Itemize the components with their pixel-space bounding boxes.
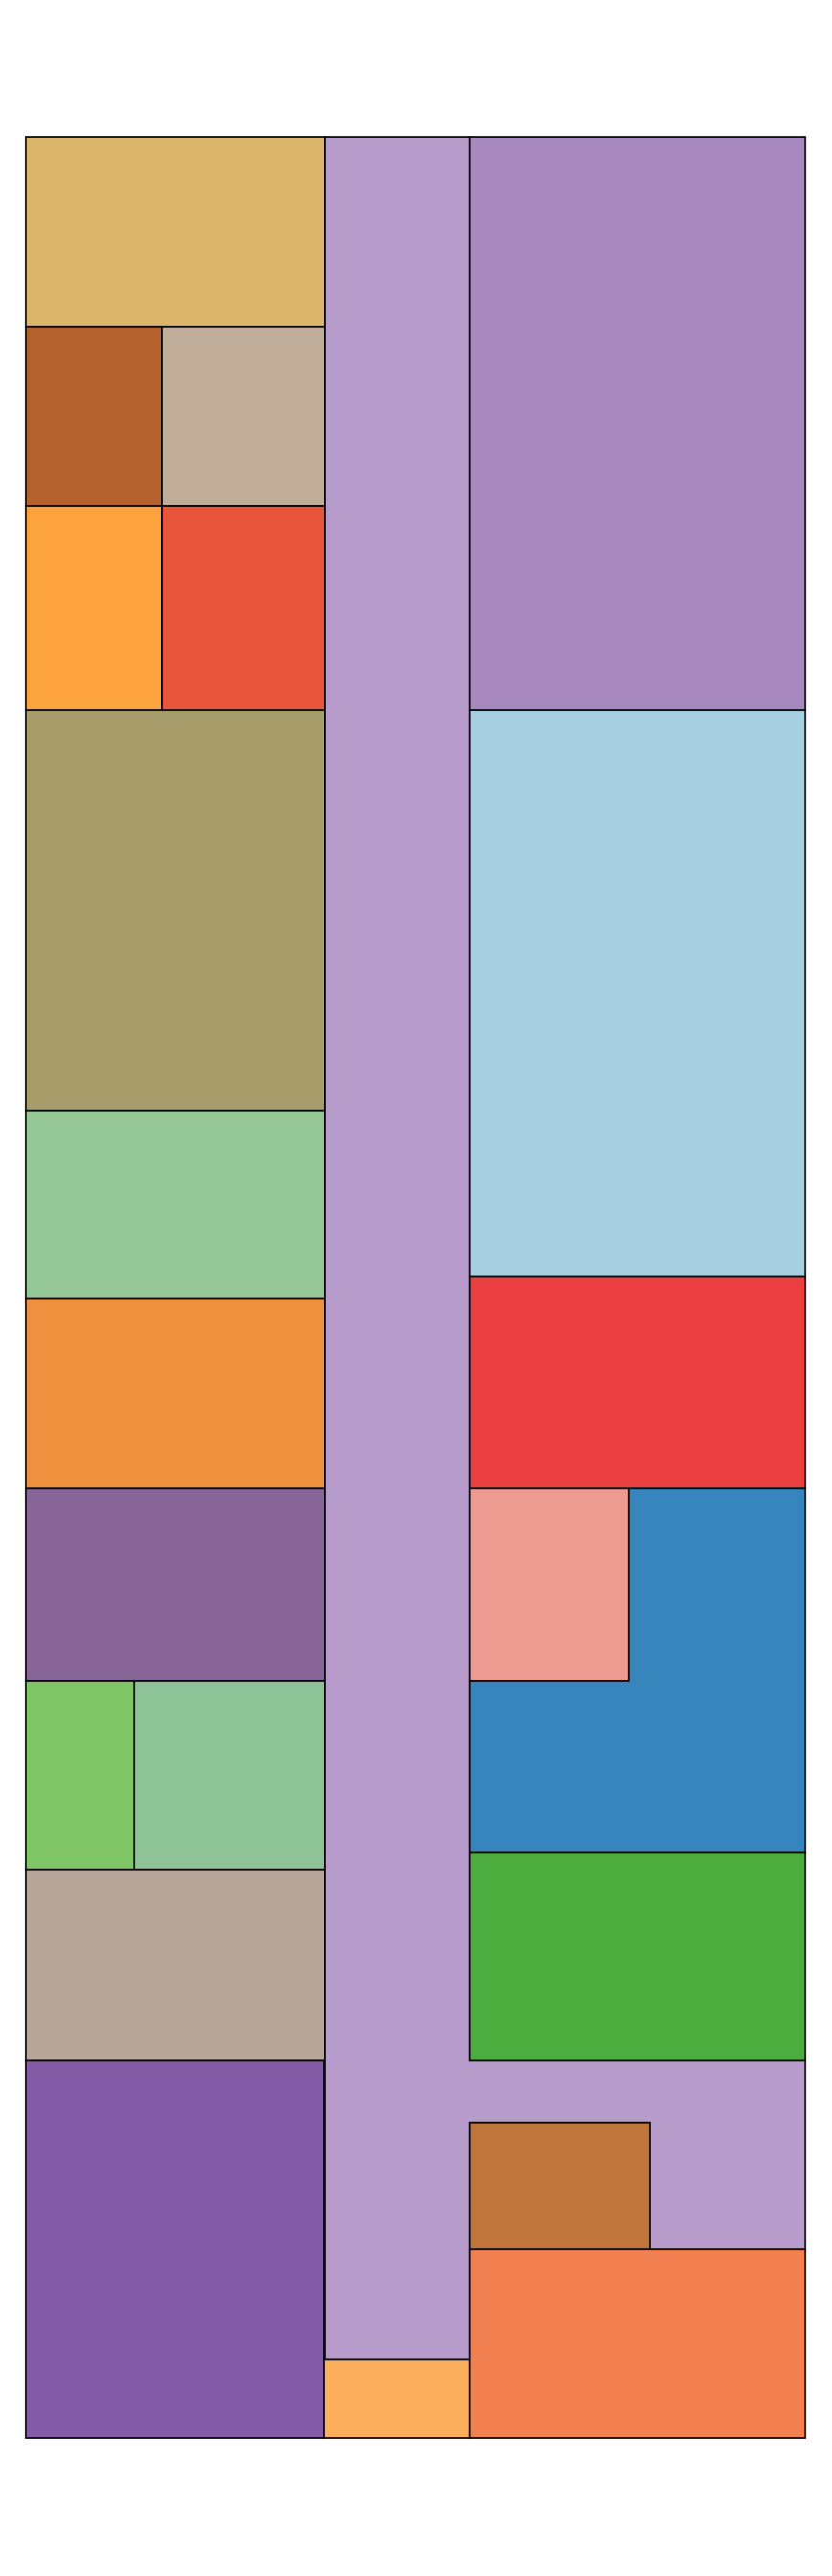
treemap-cell-6 <box>25 709 326 1112</box>
treemap-cell-2 <box>25 326 163 507</box>
treemap-cell-12 <box>25 1869 326 2061</box>
treemap-cell-11 <box>133 1680 326 1871</box>
treemap-cell-19 <box>469 1487 630 1682</box>
treemap-cell-10 <box>25 1680 135 1871</box>
treemap-cell-22 <box>469 2122 651 2250</box>
treemap-cell-4 <box>25 505 163 711</box>
treemap-cell-21 <box>469 1852 806 2061</box>
treemap-cell-15 <box>323 2358 471 2439</box>
treemap-cell-8 <box>25 1298 326 1489</box>
treemap-cell-17 <box>469 709 806 1277</box>
treemap-cells <box>25 136 806 2439</box>
treemap-cell-7 <box>25 1110 326 1300</box>
treemap-cell-3 <box>161 326 326 507</box>
treemap-cell-16 <box>469 136 806 711</box>
treemap-cell-9 <box>25 1487 326 1682</box>
treemap-cell-1 <box>25 136 326 328</box>
treemap-cell-5 <box>161 505 326 711</box>
treemap-cell-18 <box>469 1276 806 1489</box>
treemap-cell-23 <box>469 2248 806 2439</box>
treemap-cell-13 <box>25 2059 325 2439</box>
